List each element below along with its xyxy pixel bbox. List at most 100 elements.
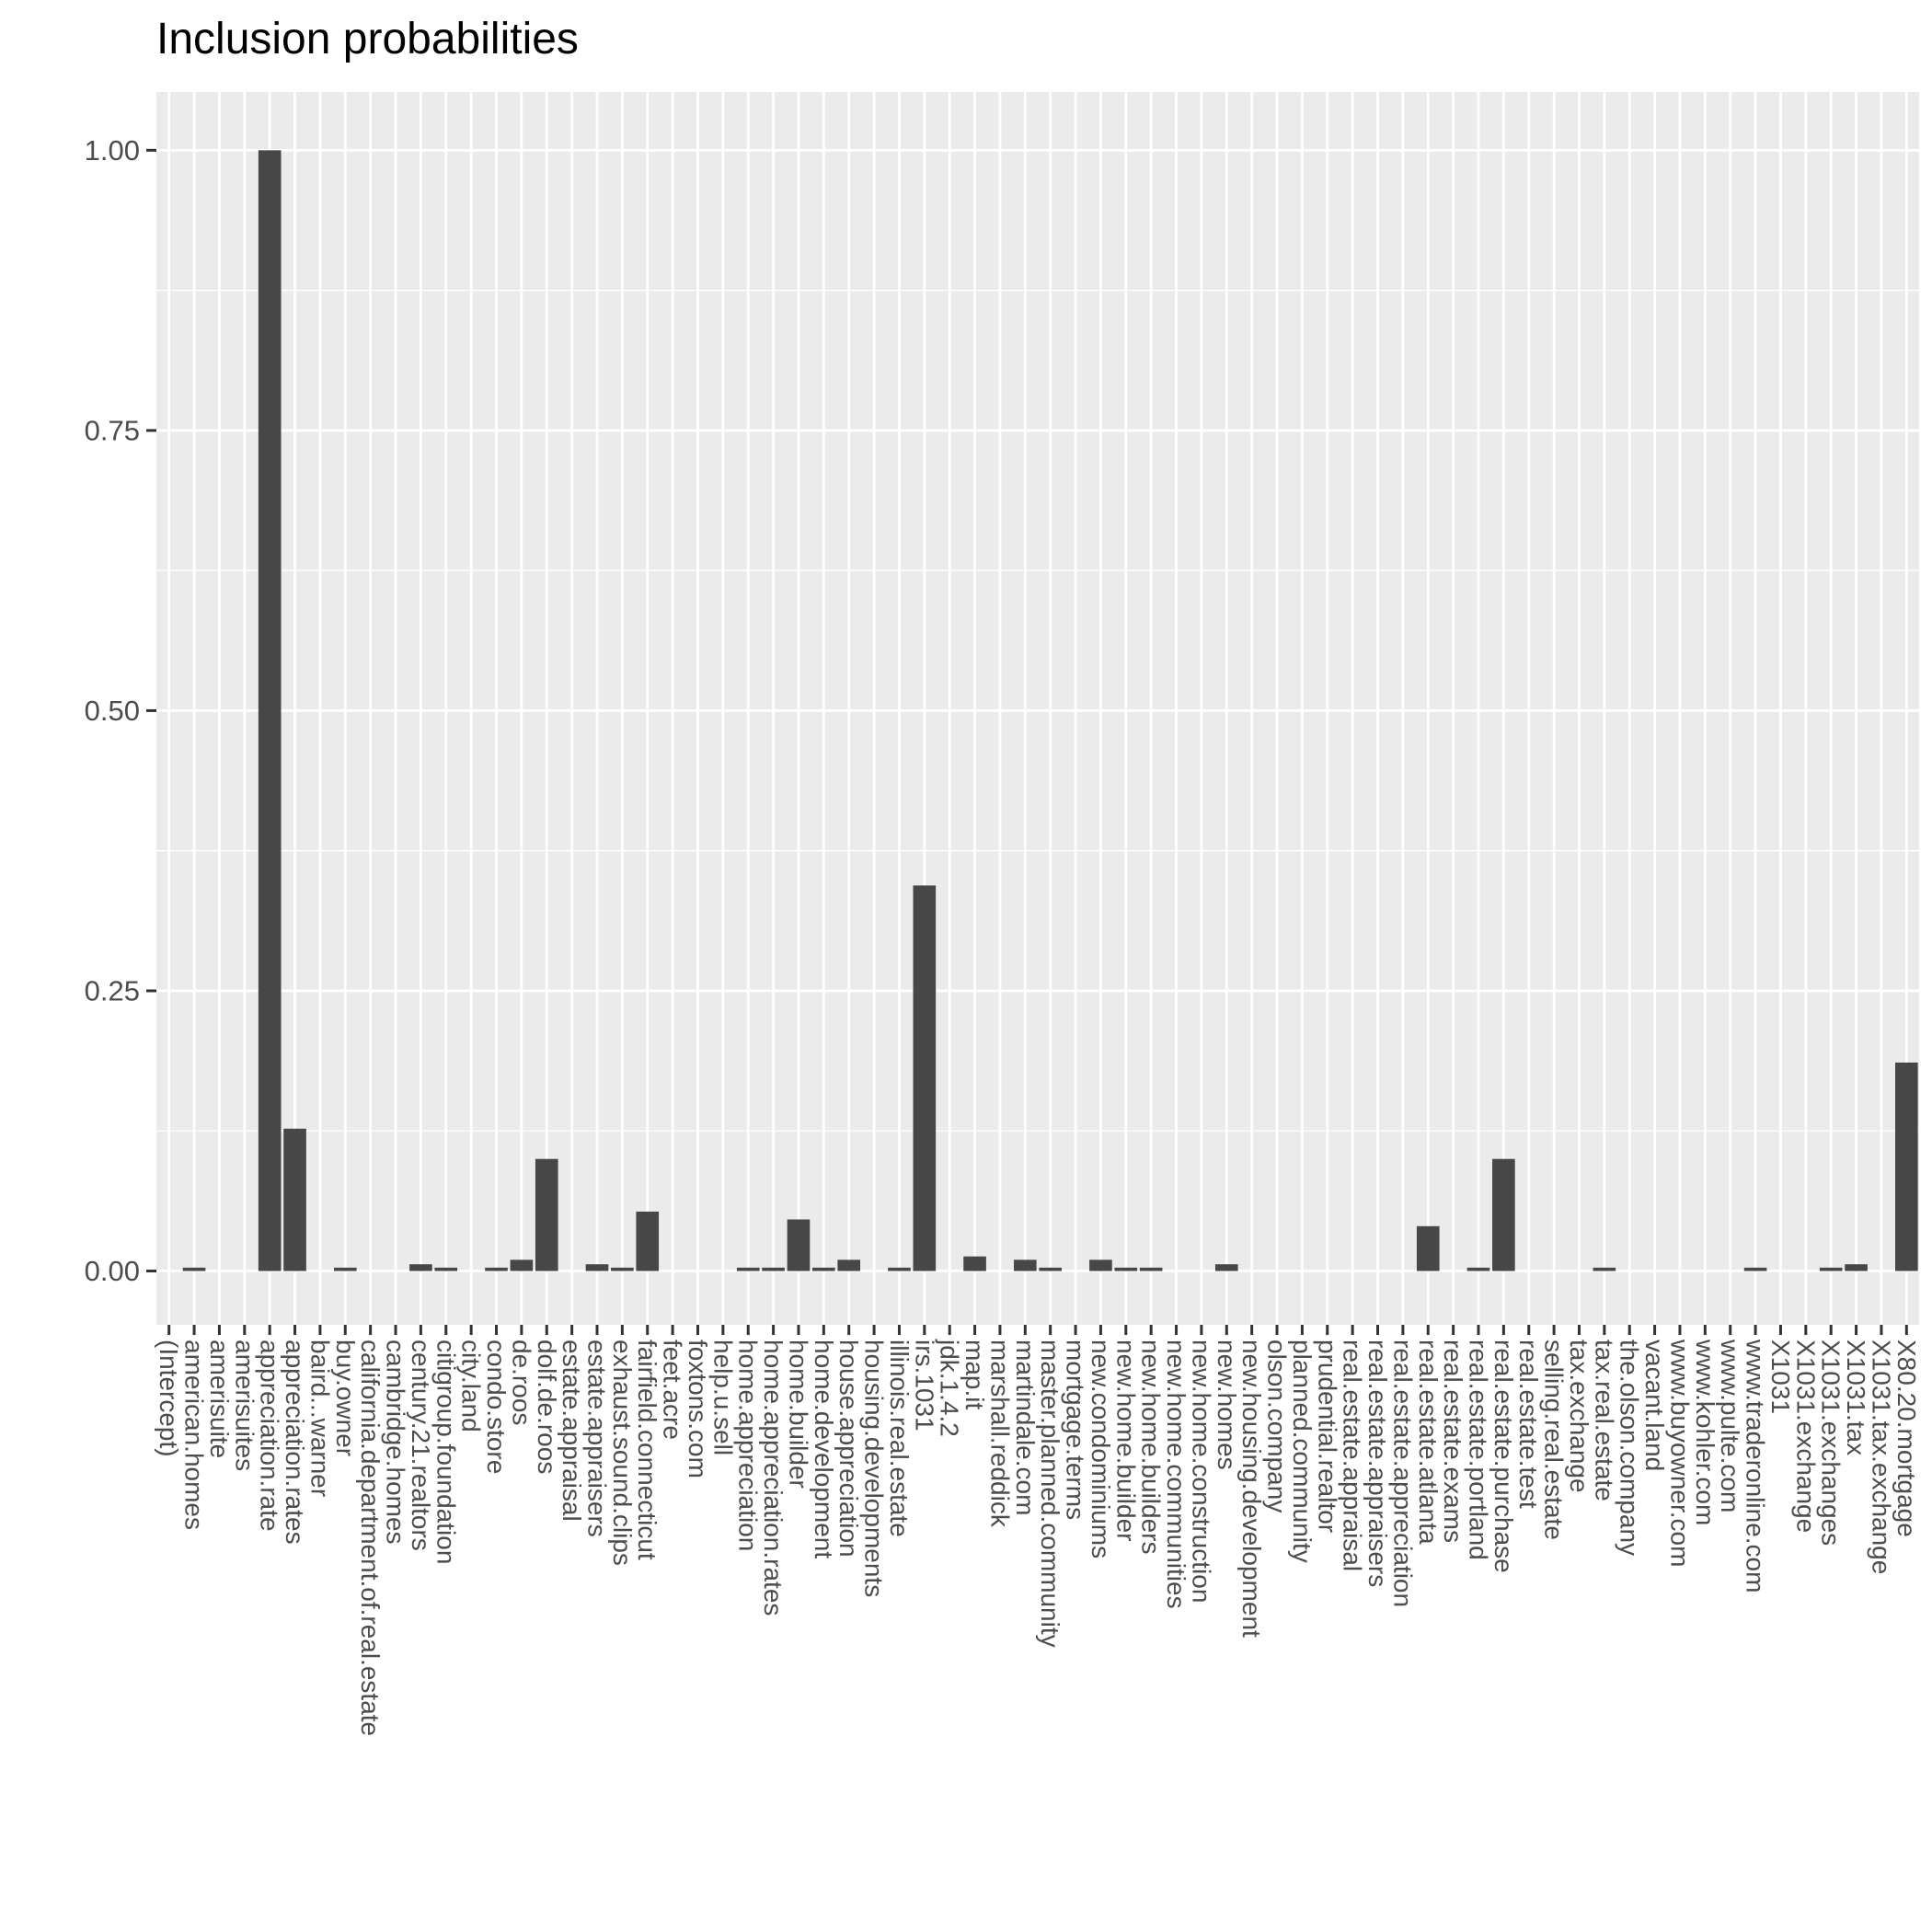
x-tick-label: housing.developments (860, 1340, 889, 1597)
bar (1013, 1259, 1037, 1271)
x-tick-label: home.appreciation.rates (759, 1340, 788, 1616)
x-tick-label: new.homes (1213, 1340, 1241, 1470)
x-tick-label: selling.real.estate (1540, 1340, 1569, 1540)
x-tick-label: feet.acre (659, 1340, 687, 1440)
x-tick-label: real.estate.purchase (1489, 1340, 1518, 1573)
bar (1492, 1158, 1515, 1271)
bar (812, 1267, 835, 1271)
bar (585, 1264, 609, 1271)
x-tick-label: jdk.1.4.2 (936, 1339, 964, 1437)
x-tick-label: real.estate.appreciation (1388, 1340, 1417, 1607)
x-tick-label: X80.20.mortgage (1892, 1340, 1921, 1537)
x-tick-label: new.home.communities (1162, 1340, 1190, 1609)
x-tick-label: real.estate.atlanta (1414, 1340, 1443, 1545)
bar (1139, 1267, 1163, 1271)
x-tick-label: dolf.de.roos (533, 1340, 561, 1474)
x-tick-label: california.department.of.real.estate (356, 1340, 385, 1736)
x-tick-label: the.olson.company (1616, 1340, 1644, 1556)
x-tick-label: de.roos (507, 1340, 535, 1425)
x-tick-label: mortgage.terms (1062, 1340, 1090, 1520)
x-tick-label: real.estate.test (1514, 1340, 1543, 1509)
x-tick-label: real.estate.appraisers (1363, 1340, 1392, 1587)
bar (963, 1256, 986, 1271)
bar (1845, 1264, 1868, 1271)
bar (736, 1267, 760, 1271)
x-tick-label: home.appreciation (734, 1340, 763, 1551)
x-tick-label: tax.exchange (1565, 1340, 1593, 1493)
x-tick-label: planned.community (1288, 1340, 1317, 1563)
bar (333, 1267, 357, 1271)
x-tick-label: www.traderonline.com (1742, 1339, 1770, 1593)
bar (1114, 1267, 1138, 1271)
x-tick-label: cambridge.homes (382, 1340, 410, 1545)
chart-title: Inclusion probabilities (156, 15, 579, 63)
bar (636, 1211, 660, 1271)
bar (1416, 1225, 1440, 1271)
bar (1894, 1062, 1918, 1271)
bar (1039, 1267, 1063, 1271)
bar (1466, 1267, 1490, 1271)
bars (182, 150, 1918, 1271)
bar (510, 1259, 534, 1271)
x-tick-label: vacant.land (1640, 1340, 1669, 1471)
x-tick-label: city.land (457, 1340, 486, 1432)
x-tick-label: marshall.reddick (985, 1340, 1014, 1528)
x-tick-label: (Intercept) (155, 1340, 183, 1457)
y-axis: 0.00 0.25 0.50 0.75 1.00 (85, 134, 156, 1287)
y-tick-label: 0.00 (85, 1255, 140, 1287)
x-tick-label: master.planned.community (1036, 1340, 1064, 1648)
x-tick-label: exhaust.sound.clips (608, 1340, 637, 1566)
bar (283, 1128, 306, 1271)
bar (837, 1259, 861, 1271)
y-tick-label: 1.00 (85, 134, 140, 167)
bar (535, 1158, 558, 1271)
bar (888, 1267, 911, 1271)
x-tick-label: new.home.builders (1137, 1340, 1166, 1554)
x-tick-label: house.appreciation (834, 1340, 863, 1558)
x-tick-label: real.estate.portland (1465, 1340, 1493, 1560)
bar (787, 1219, 811, 1271)
x-tick-label: fairfield.connecticut (633, 1340, 661, 1560)
x-axis: (Intercept)american.homesamerisuiteameri… (155, 1325, 1921, 1736)
bar (913, 885, 937, 1271)
x-tick-label: estate.appraisers (583, 1340, 612, 1537)
x-tick-label: real.estate.appraisal (1339, 1340, 1367, 1571)
x-tick-label: X1031 (1766, 1340, 1795, 1414)
x-tick-label: olson.company (1263, 1340, 1292, 1512)
grid-lines (156, 92, 1919, 1325)
x-tick-label: home.builder (784, 1340, 812, 1489)
bar (409, 1264, 432, 1271)
y-tick-label: 0.50 (85, 695, 140, 727)
x-tick-label: X1031.tax (1842, 1340, 1870, 1455)
x-tick-label: appreciation.rates (281, 1340, 309, 1545)
x-tick-label: www.kohler.com (1691, 1339, 1719, 1525)
bar (1743, 1267, 1767, 1271)
bar (258, 150, 282, 1271)
x-tick-label: martindale.com (1011, 1340, 1040, 1515)
x-tick-label: irs.1031 (910, 1340, 938, 1432)
bar (485, 1267, 508, 1271)
x-tick-label: illinois.real.estate (885, 1340, 914, 1537)
x-tick-label: tax.real.estate (1590, 1340, 1618, 1501)
bar (182, 1267, 206, 1271)
x-tick-label: century.21.realtors (407, 1340, 435, 1551)
x-tick-label: map.it (960, 1340, 989, 1409)
x-tick-label: condo.store (482, 1340, 511, 1474)
x-tick-label: www.pulte.com (1716, 1339, 1744, 1512)
plot-panel (156, 92, 1919, 1325)
bar (762, 1267, 785, 1271)
x-tick-label: help.u.sell (708, 1340, 737, 1455)
y-tick-label: 0.25 (85, 974, 140, 1006)
bar (1819, 1267, 1843, 1271)
bar (1089, 1259, 1112, 1271)
x-tick-label: home.development (810, 1340, 838, 1558)
y-tick-label: 0.75 (85, 414, 140, 446)
x-tick-label: foxtons.com (684, 1340, 712, 1478)
x-tick-label: estate.appraisal (558, 1340, 586, 1522)
bar (1214, 1264, 1238, 1271)
x-tick-label: real.estate.exams (1439, 1340, 1467, 1543)
x-tick-label: new.housing.development (1237, 1340, 1266, 1638)
x-tick-label: X1031.tax.exchange (1867, 1340, 1895, 1574)
x-tick-label: X1031.exchange (1791, 1340, 1820, 1533)
